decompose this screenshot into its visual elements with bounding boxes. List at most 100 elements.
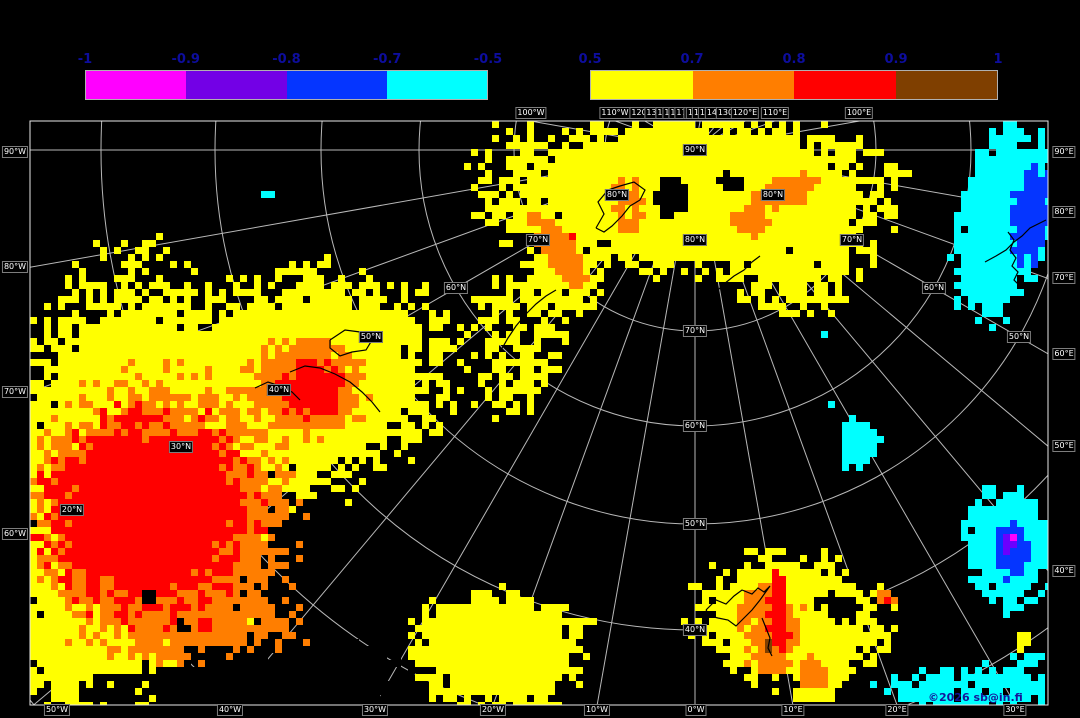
data-cell — [240, 345, 247, 352]
data-cell — [135, 310, 142, 317]
data-cell — [149, 310, 156, 317]
data-cell — [310, 268, 317, 275]
data-cell — [205, 310, 212, 317]
data-cell — [121, 289, 128, 296]
data-cell — [191, 366, 198, 373]
data-cell — [310, 457, 317, 464]
data-cell — [191, 387, 198, 394]
data-cell — [226, 338, 233, 345]
data-cell — [233, 352, 240, 359]
data-cell — [114, 345, 121, 352]
data-cell — [219, 324, 226, 331]
data-cell — [205, 289, 212, 296]
data-cell — [226, 345, 233, 352]
data-cell — [58, 422, 65, 429]
data-cell — [93, 415, 100, 422]
data-cell — [233, 324, 240, 331]
data-cell — [296, 303, 303, 310]
data-cell — [65, 275, 72, 282]
data-cell — [149, 366, 156, 373]
data-cell — [107, 408, 114, 415]
data-cell — [30, 471, 37, 478]
data-cell — [289, 436, 296, 443]
data-cell — [44, 394, 51, 401]
data-cell — [135, 338, 142, 345]
data-cell — [310, 464, 317, 471]
data-cell — [149, 352, 156, 359]
data-cell — [254, 275, 261, 282]
data-cell — [233, 373, 240, 380]
data-cell — [317, 289, 324, 296]
data-cell — [275, 429, 282, 436]
data-cell — [275, 317, 282, 324]
data-cell — [177, 317, 184, 324]
data-cell — [317, 303, 324, 310]
data-cell — [163, 310, 170, 317]
data-cell — [324, 254, 331, 261]
data-cell — [184, 366, 191, 373]
data-cell — [86, 282, 93, 289]
data-cell — [163, 373, 170, 380]
data-cell — [184, 261, 191, 268]
data-cell — [121, 261, 128, 268]
data-cell — [254, 282, 261, 289]
data-cell — [240, 289, 247, 296]
data-cell — [58, 296, 65, 303]
data-cell — [303, 492, 310, 499]
data-cell — [44, 387, 51, 394]
data-cell — [226, 359, 233, 366]
data-cell — [114, 338, 121, 345]
data-cell — [303, 443, 310, 450]
data-cell — [93, 303, 100, 310]
data-cell — [86, 415, 93, 422]
data-cell — [317, 429, 324, 436]
data-cell — [233, 289, 240, 296]
data-cell — [30, 338, 37, 345]
data-cell — [149, 303, 156, 310]
data-cell — [268, 310, 275, 317]
data-cell — [142, 240, 149, 247]
data-cell — [191, 324, 198, 331]
data-cell — [100, 387, 107, 394]
data-cell — [184, 338, 191, 345]
data-cell — [317, 317, 324, 324]
data-cell — [331, 331, 338, 338]
data-cell — [317, 275, 324, 282]
data-cell — [289, 429, 296, 436]
data-cell — [30, 506, 37, 513]
data-cell — [51, 534, 58, 541]
data-cell — [170, 296, 177, 303]
data-cell — [198, 387, 205, 394]
data-cell — [37, 359, 44, 366]
data-cell — [58, 331, 65, 338]
data-cell — [296, 268, 303, 275]
data-cell — [149, 373, 156, 380]
data-cell — [261, 415, 268, 422]
data-cell — [170, 331, 177, 338]
data-cell — [289, 457, 296, 464]
data-cell — [72, 380, 79, 387]
data-cell — [184, 289, 191, 296]
data-cell — [170, 401, 177, 408]
data-cell — [331, 303, 338, 310]
meridian-line — [694, 149, 898, 705]
data-cell — [240, 380, 247, 387]
data-cell — [100, 331, 107, 338]
data-cell — [296, 464, 303, 471]
data-cell — [310, 275, 317, 282]
data-cell — [135, 247, 142, 254]
data-cell — [100, 247, 107, 254]
data-cell — [44, 548, 51, 555]
data-cell — [268, 436, 275, 443]
data-cell — [219, 338, 226, 345]
data-cell — [226, 303, 233, 310]
data-cell — [65, 345, 72, 352]
data-cell — [240, 310, 247, 317]
data-cell — [100, 296, 107, 303]
data-cell — [93, 352, 100, 359]
data-cell — [310, 436, 317, 443]
data-cell — [212, 359, 219, 366]
data-cell — [100, 401, 107, 408]
data-cell — [128, 317, 135, 324]
data-cell — [282, 317, 289, 324]
